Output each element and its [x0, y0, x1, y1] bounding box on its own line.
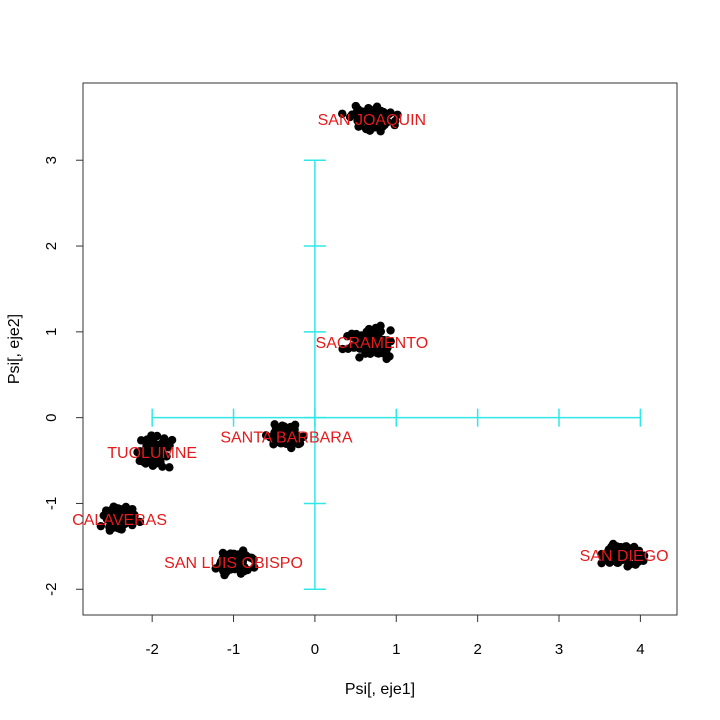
plot-frame — [82, 82, 678, 616]
data-point — [639, 551, 649, 560]
data-point — [111, 510, 120, 519]
x-tick-label: 2 — [473, 641, 481, 658]
data-point — [385, 352, 394, 361]
data-point — [611, 552, 621, 561]
data-point — [374, 334, 383, 343]
data-point — [376, 327, 386, 336]
data-point — [211, 564, 220, 573]
cluster-san-joaquin — [338, 101, 402, 136]
cluster-label: SANTA BARBARA — [220, 430, 353, 447]
data-point — [380, 116, 389, 125]
x-tick-label: 3 — [555, 641, 563, 658]
cluster-label: CALAVERAS — [72, 512, 167, 529]
data-point — [384, 109, 394, 119]
data-point — [141, 459, 150, 468]
data-point — [347, 329, 356, 339]
data-point — [618, 543, 627, 553]
data-point — [218, 548, 228, 558]
data-point — [239, 567, 249, 576]
data-point — [238, 550, 247, 559]
x-axis-title: Psi[, eje1] — [345, 681, 415, 698]
data-point — [221, 555, 230, 564]
data-point — [338, 344, 347, 354]
cluster-label: SAN DIEGO — [580, 548, 669, 565]
data-point — [96, 521, 106, 531]
data-point — [148, 435, 157, 444]
data-point — [261, 431, 271, 440]
data-point — [121, 502, 131, 512]
data-point — [147, 445, 156, 454]
data-point — [249, 563, 259, 572]
data-point — [119, 518, 129, 527]
axes: -2 -1 0 1 2 3 4 -2 -1 0 1 2 3 — [43, 156, 645, 658]
data-points — [96, 101, 649, 580]
x-tick-label: -1 — [227, 641, 240, 658]
data-point — [227, 561, 236, 570]
data-point — [597, 558, 606, 568]
data-point — [351, 343, 360, 352]
data-point — [358, 337, 367, 347]
y-tick-label: 1 — [43, 328, 60, 336]
data-point — [379, 341, 388, 351]
cluster-san-luis-obispo — [211, 546, 259, 580]
data-point — [109, 523, 119, 532]
data-point — [371, 340, 380, 350]
data-point — [393, 110, 402, 119]
data-point — [355, 121, 365, 130]
data-point — [365, 112, 374, 122]
data-point — [632, 555, 642, 565]
cluster-tuolumne — [133, 431, 177, 472]
data-point — [249, 555, 258, 564]
cluster-label: SAN JOAQUIN — [318, 112, 426, 129]
data-point — [286, 439, 295, 448]
axes-cross — [151, 159, 642, 591]
data-point — [338, 109, 347, 118]
data-point — [345, 112, 355, 122]
y-tick-label: 0 — [43, 413, 60, 421]
data-point — [167, 435, 177, 445]
data-point — [624, 558, 633, 567]
data-point — [155, 458, 165, 468]
cluster-label: SAN LUIS OBISPO — [164, 555, 303, 572]
x-tick-label: 1 — [392, 641, 400, 658]
data-point — [136, 449, 145, 458]
x-tick-label: -2 — [145, 641, 158, 658]
data-point — [295, 439, 305, 448]
cluster-santa-barbara — [261, 420, 308, 453]
y-tick-label: -1 — [43, 497, 60, 510]
x-tick-label: 4 — [636, 641, 644, 658]
data-point — [135, 517, 145, 527]
data-point — [355, 353, 364, 362]
data-point — [270, 420, 279, 429]
data-point — [386, 326, 395, 335]
data-point — [373, 109, 383, 118]
cluster-label: TUOLUMNE — [107, 445, 197, 462]
cluster-san-diego — [597, 539, 649, 571]
data-point — [362, 327, 371, 336]
cluster-labels: SAN JOAQUIN SACRAMENTO SANTA BARBARA TUOLUM… — [72, 112, 668, 572]
data-point — [604, 545, 613, 554]
data-point — [285, 432, 294, 442]
data-point — [126, 510, 136, 519]
y-tick-label: -2 — [43, 583, 60, 596]
data-point — [165, 463, 174, 472]
data-point — [278, 421, 287, 430]
cluster-label: SACRAMENTO — [316, 335, 429, 352]
data-point — [626, 547, 635, 557]
data-point — [222, 567, 231, 576]
y-axis-title: Psi[, eje2] — [6, 314, 23, 384]
y-tick-label: 2 — [43, 242, 60, 250]
cluster-sacramento — [338, 321, 395, 364]
cluster-calaveras — [96, 502, 145, 535]
y-tick-label: 3 — [43, 156, 60, 164]
data-point — [365, 120, 374, 129]
x-tick-label: 0 — [311, 641, 319, 658]
data-point — [364, 103, 373, 113]
data-point — [390, 116, 400, 126]
data-point — [274, 434, 283, 443]
data-point — [153, 451, 163, 460]
data-point — [136, 436, 146, 445]
data-point — [368, 347, 378, 356]
